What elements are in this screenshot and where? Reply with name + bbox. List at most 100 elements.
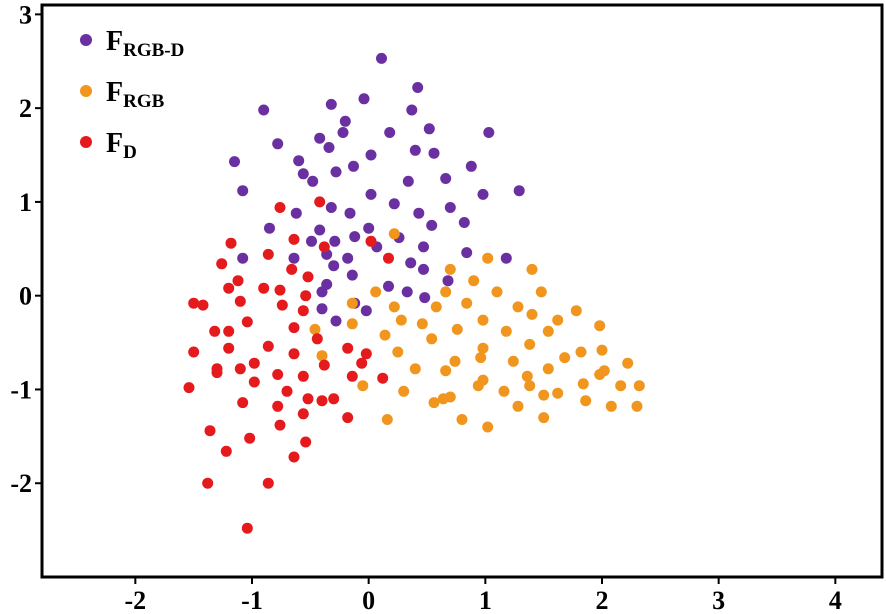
data-point-rgb: [538, 389, 550, 401]
data-point-rgb-d: [330, 315, 342, 327]
data-point-rgb: [559, 352, 571, 364]
x-tick-label: -2: [124, 586, 146, 614]
data-point-rgb-d: [342, 252, 354, 264]
data-point-rgb-d: [423, 123, 435, 135]
data-point-rgb: [512, 400, 524, 412]
data-point-d: [272, 400, 284, 412]
data-point-rgb: [524, 338, 536, 350]
data-point-d: [225, 237, 237, 249]
data-point-rgb-d: [409, 144, 421, 156]
data-point-d: [202, 477, 214, 489]
legend-marker-d: [80, 136, 92, 148]
data-point-rgb-d: [316, 303, 328, 315]
data-point-d: [211, 367, 223, 379]
legend-marker-rgb-d: [80, 34, 92, 46]
data-point-rgb: [461, 297, 473, 309]
x-tick-label: -1: [241, 586, 263, 614]
data-point-rgb-d: [339, 115, 351, 127]
data-point-rgb: [575, 346, 587, 358]
data-point-d: [248, 376, 260, 388]
data-point-rgb: [379, 329, 391, 341]
plot-frame: [40, 3, 884, 579]
data-point-rgb-d: [293, 155, 305, 167]
data-point-rgb-d: [418, 263, 429, 275]
data-point-rgb: [596, 344, 608, 356]
data-point-d: [258, 282, 270, 294]
data-point-rgb-d: [237, 252, 249, 264]
data-point-rgb: [500, 325, 512, 337]
data-point-rgb-d: [426, 219, 438, 231]
data-point-d: [302, 393, 314, 405]
data-point-rgb-d: [412, 82, 424, 93]
data-point-rgb-d: [477, 188, 489, 200]
data-point-rgb-d: [325, 202, 337, 213]
data-point-rgb: [498, 385, 510, 397]
data-point-d: [220, 445, 232, 457]
data-point-d: [288, 348, 300, 360]
data-point-rgb: [622, 357, 634, 369]
data-point-rgb: [631, 400, 643, 412]
data-point-rgb-d: [365, 149, 377, 161]
data-point-rgb-d: [314, 132, 326, 144]
data-point-d: [274, 202, 286, 213]
y-tick-label: -1: [10, 375, 32, 404]
legend-label-rgb-d: FRGB-D: [106, 26, 184, 61]
data-point-d: [342, 412, 354, 424]
data-point-d: [328, 393, 340, 405]
data-point-rgb-d: [337, 127, 349, 138]
data-point-rgb: [472, 380, 484, 392]
data-point-rgb: [316, 350, 328, 362]
data-point-rgb-d: [264, 222, 275, 234]
data-point-d: [204, 425, 216, 437]
data-point-rgb: [552, 387, 564, 399]
data-point-rgb-d: [401, 286, 413, 298]
data-point-d: [297, 305, 309, 317]
data-point-rgb: [416, 318, 428, 330]
data-point-rgb: [409, 363, 421, 375]
data-point-d: [188, 297, 200, 309]
data-point-rgb-d: [406, 104, 418, 116]
data-point-d: [342, 342, 354, 354]
data-point-rgb: [580, 395, 592, 407]
data-point-d: [302, 271, 314, 283]
data-point-rgb: [570, 305, 582, 317]
data-point-d: [314, 196, 326, 208]
data-point-rgb: [538, 412, 550, 424]
data-point-rgb-d: [465, 160, 477, 172]
data-point-d: [383, 252, 394, 264]
data-point-rgb-d: [329, 235, 341, 247]
data-point-rgb-d: [376, 52, 387, 64]
data-point-d: [311, 333, 323, 345]
data-point-rgb-d: [442, 275, 454, 287]
data-point-d: [234, 363, 246, 375]
data-point-d: [232, 275, 244, 287]
y-axis: 3 2 1 0 -1 -2: [10, 0, 42, 498]
data-point-rgb-d: [418, 241, 429, 253]
data-point-d: [360, 348, 372, 360]
data-point-d: [288, 451, 300, 463]
data-point-d: [318, 241, 330, 253]
data-point-d: [365, 235, 377, 247]
data-point-rgb-d: [314, 224, 326, 236]
data-point-rgb-d: [483, 127, 495, 138]
data-point-rgb-d: [413, 207, 425, 219]
data-point-rgb: [507, 355, 519, 367]
data-point-rgb: [475, 352, 487, 364]
data-point-rgb: [552, 314, 564, 326]
data-point-d: [183, 382, 195, 394]
data-point-rgb: [526, 308, 538, 320]
data-point-d: [244, 432, 256, 444]
data-point-rgb: [594, 320, 606, 332]
data-point-rgb: [398, 385, 410, 397]
data-point-d: [223, 342, 235, 354]
data-point-d: [276, 299, 288, 311]
data-point-d: [241, 522, 253, 534]
data-point-d: [223, 282, 235, 294]
data-point-rgb-d: [330, 166, 342, 178]
data-point-rgb-d: [363, 222, 375, 234]
data-point-rgb: [392, 346, 404, 358]
data-point-rgb: [542, 363, 554, 375]
x-axis: -2 -1 0 1 2 3 4: [124, 577, 842, 614]
data-point-d: [272, 369, 284, 380]
